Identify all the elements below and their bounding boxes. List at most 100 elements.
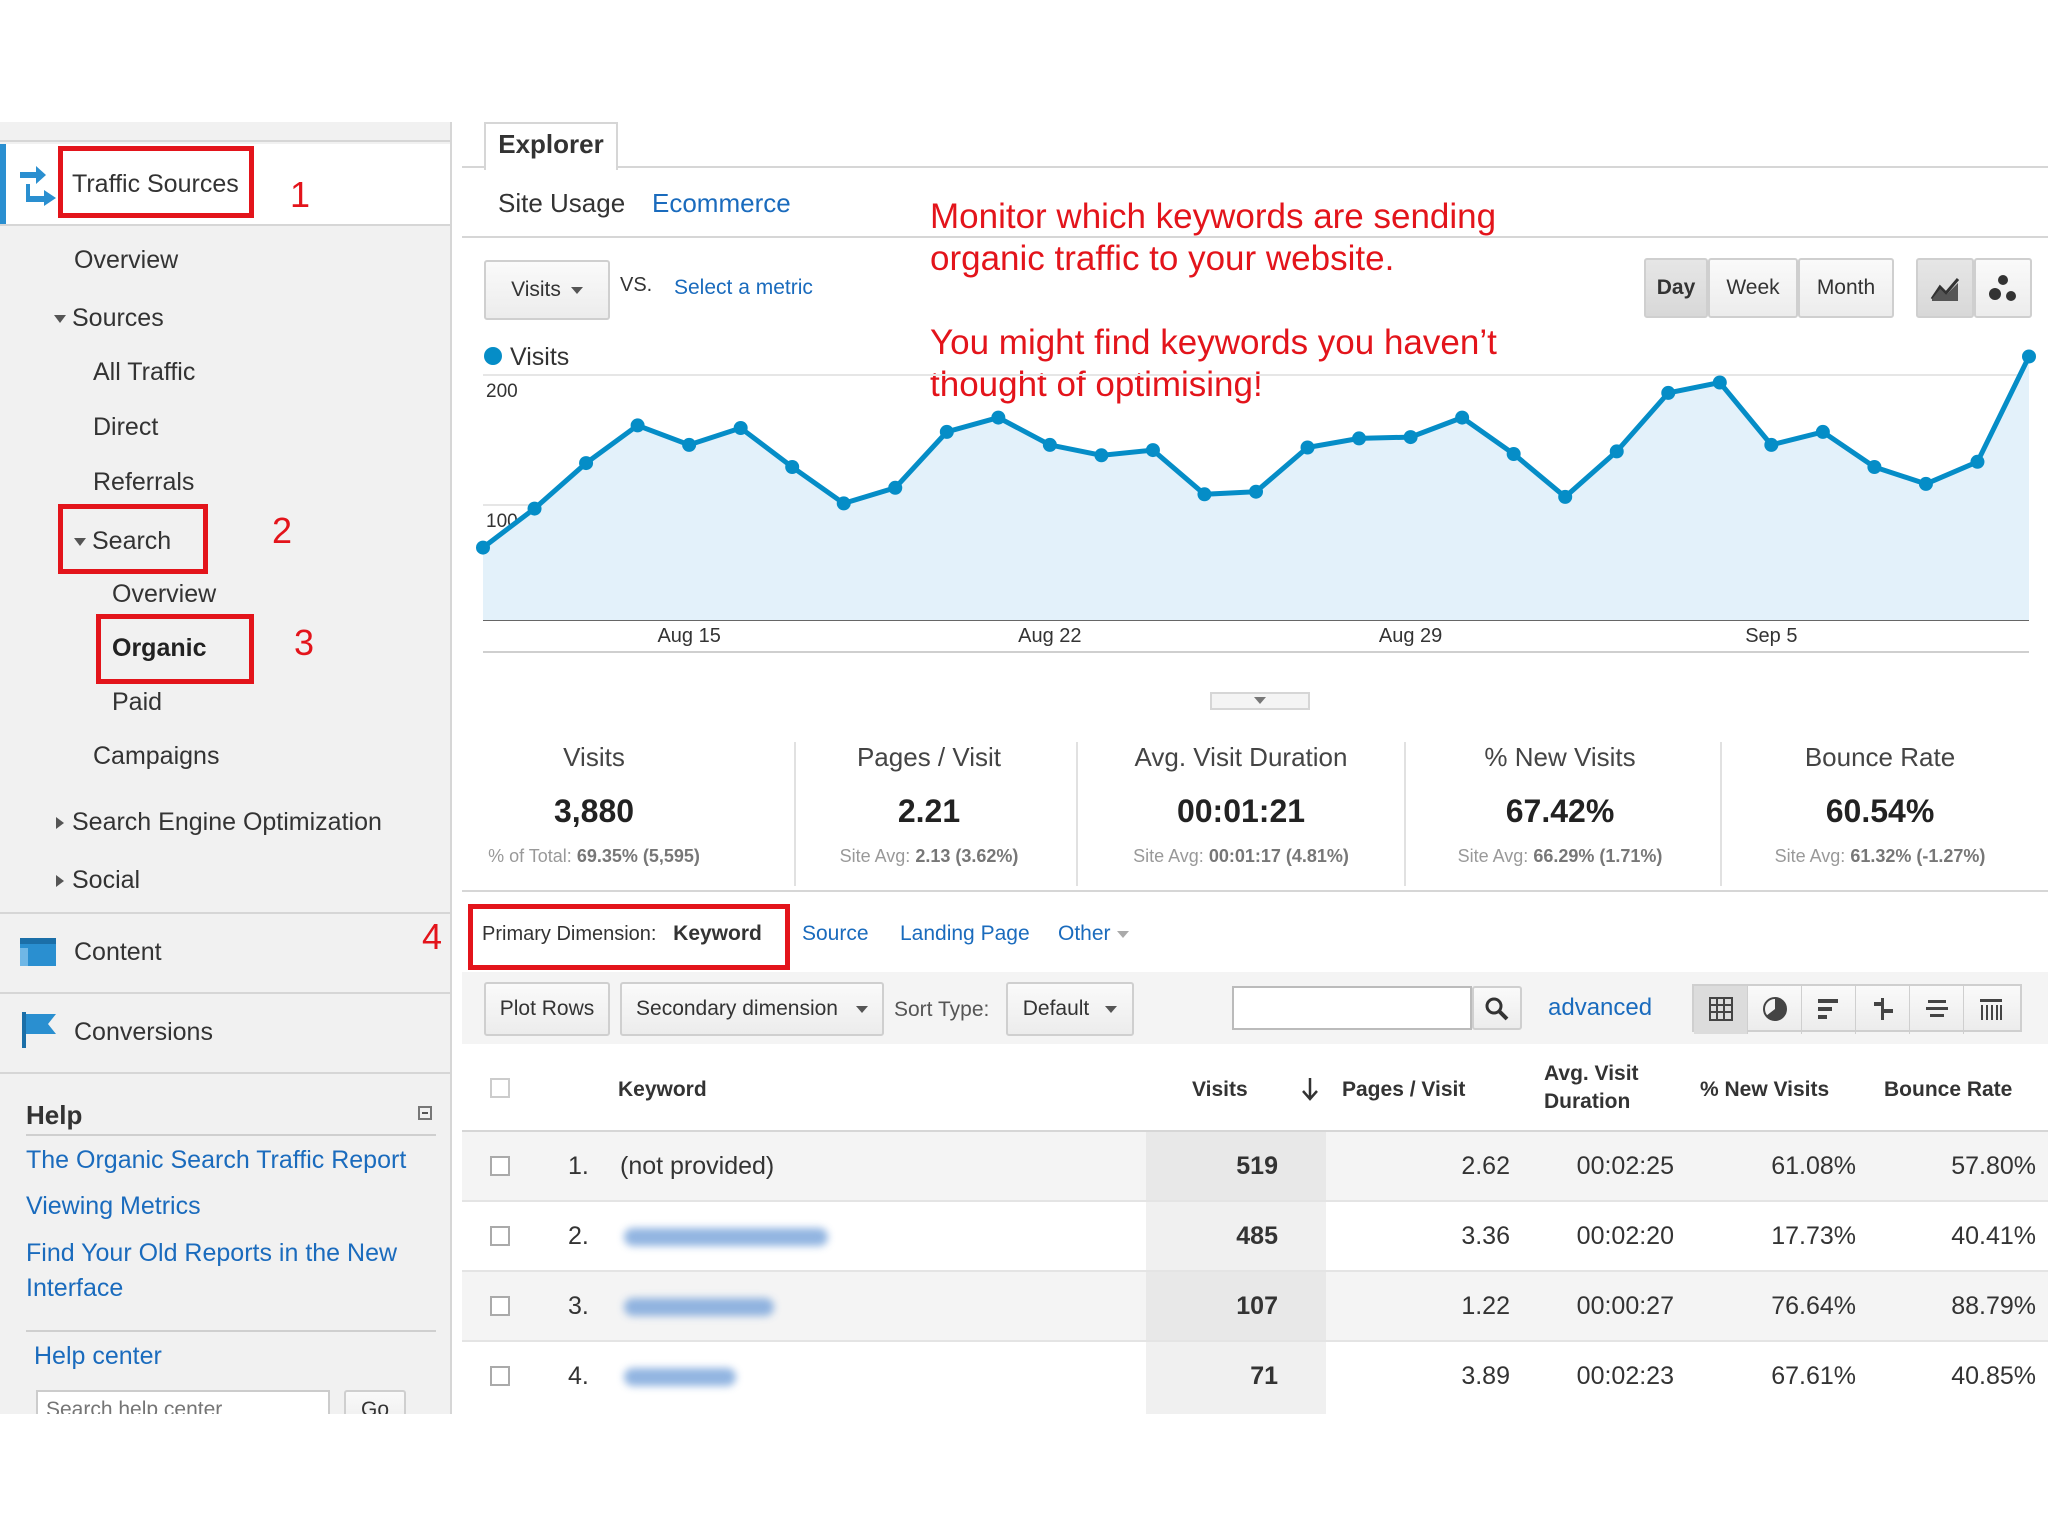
motion-chart-button[interactable] — [1974, 258, 2032, 318]
data-point[interactable] — [1506, 447, 1521, 461]
data-point[interactable] — [527, 501, 542, 516]
data-point[interactable] — [1455, 410, 1470, 425]
sidebar-item-conversions[interactable]: Conversions — [74, 1018, 213, 1046]
dimension-landing-page[interactable]: Landing Page — [900, 922, 1030, 945]
tab-explorer[interactable]: Explorer — [484, 122, 618, 170]
data-point[interactable] — [1867, 460, 1882, 474]
go-button[interactable]: Go — [344, 1390, 406, 1414]
pivot-view-button[interactable] — [1964, 986, 2018, 1034]
dimension-other[interactable]: Other — [1058, 922, 1129, 946]
table-row[interactable]: 4. 71 3.89 00:02:23 67.61% 40.85% — [462, 1342, 2048, 1414]
sidebar-item-direct[interactable]: Direct — [93, 413, 159, 441]
data-point[interactable] — [1764, 437, 1779, 452]
traffic-sources-label[interactable]: Traffic Sources — [72, 170, 239, 198]
secondary-dimension-select[interactable]: Secondary dimension — [620, 982, 884, 1036]
data-point[interactable] — [1300, 440, 1315, 455]
sidebar-item-overview[interactable]: Overview — [74, 246, 179, 274]
sidebar-item-paid[interactable]: Paid — [112, 688, 163, 716]
metric-select[interactable]: Visits — [484, 260, 610, 320]
row-checkbox[interactable] — [490, 1296, 510, 1316]
chart-resize-handle[interactable] — [1210, 692, 1310, 710]
sidebar-item-social[interactable]: Social — [56, 866, 140, 895]
sidebar-item-seo[interactable]: Search Engine Optimization — [56, 808, 382, 837]
sidebar-item-search-overview[interactable]: Overview — [112, 580, 217, 608]
bar-view-button[interactable] — [1802, 986, 1856, 1034]
select-all-checkbox[interactable] — [490, 1078, 510, 1098]
sidebar-item-all-traffic[interactable]: All Traffic — [93, 358, 196, 386]
search-button[interactable] — [1472, 986, 1522, 1030]
data-point[interactable] — [939, 424, 954, 439]
traffic-sources-section[interactable] — [0, 144, 450, 224]
column-header-duration[interactable]: Avg. Visit Duration — [1544, 1062, 1639, 1114]
data-point[interactable] — [1918, 476, 1933, 491]
data-point[interactable] — [1403, 430, 1418, 445]
data-point[interactable] — [1197, 487, 1212, 502]
data-point[interactable] — [682, 437, 697, 452]
plot-rows-button[interactable]: Plot Rows — [484, 982, 610, 1036]
data-point[interactable] — [1661, 385, 1676, 400]
column-header-keyword[interactable]: Keyword — [618, 1078, 707, 1101]
data-point[interactable] — [733, 421, 748, 435]
data-point[interactable] — [1712, 375, 1727, 390]
collapse-icon[interactable] — [418, 1106, 432, 1120]
data-point[interactable] — [1145, 443, 1160, 458]
table-row[interactable]: 2. 485 3.36 00:02:20 17.73% 40.41% — [462, 1202, 2048, 1270]
help-search-input[interactable] — [36, 1390, 330, 1414]
row-checkbox[interactable] — [490, 1366, 510, 1386]
period-day-button[interactable]: Day — [1644, 258, 1708, 318]
period-week-button[interactable]: Week — [1708, 258, 1798, 318]
dimension-keyword[interactable]: Keyword — [673, 922, 762, 945]
help-link-old-reports[interactable]: Find Your Old Reports in the New — [26, 1239, 398, 1267]
help-link-old-reports-cont[interactable]: Interface — [26, 1274, 124, 1302]
data-point[interactable] — [1352, 431, 1367, 446]
sidebar-item-organic[interactable]: Organic — [112, 634, 207, 662]
sidebar-item-search[interactable]: Search — [74, 527, 171, 556]
table-row[interactable]: 3. 107 1.22 00:00:27 76.64% 88.79% — [462, 1272, 2048, 1340]
sidebar-item-content[interactable]: Content — [74, 938, 162, 966]
advanced-link[interactable]: advanced — [1548, 994, 1653, 1021]
help-link-organic-report[interactable]: The Organic Search Traffic Report — [26, 1146, 407, 1174]
comparison-view-button[interactable] — [1856, 986, 1910, 1034]
data-point[interactable] — [1249, 484, 1263, 499]
data-point[interactable] — [785, 460, 800, 474]
subtab-site-usage[interactable]: Site Usage — [498, 188, 626, 218]
data-point[interactable] — [2022, 349, 2036, 364]
pie-view-button[interactable] — [1748, 986, 1802, 1034]
data-point[interactable] — [1970, 454, 1985, 469]
subtab-ecommerce[interactable]: Ecommerce — [652, 188, 791, 218]
table-view-button[interactable] — [1694, 986, 1748, 1034]
keyword-link[interactable]: (not provided) — [620, 1152, 775, 1180]
column-header-new-visits[interactable]: % New Visits — [1700, 1078, 1830, 1101]
column-header-visits[interactable]: Visits — [1192, 1078, 1248, 1101]
data-point[interactable] — [630, 418, 645, 433]
table-search-input[interactable] — [1232, 986, 1472, 1030]
data-point[interactable] — [476, 540, 490, 555]
sidebar-item-referrals[interactable]: Referrals — [93, 468, 195, 496]
row-checkbox[interactable] — [490, 1226, 510, 1246]
data-point[interactable] — [1558, 489, 1573, 504]
data-point[interactable] — [991, 410, 1006, 425]
data-point[interactable] — [1609, 444, 1624, 459]
help-link-viewing-metrics[interactable]: Viewing Metrics — [26, 1192, 201, 1220]
row-checkbox[interactable] — [490, 1156, 510, 1176]
dimension-source[interactable]: Source — [802, 922, 869, 945]
sidebar-item-sources[interactable]: Sources — [54, 304, 164, 333]
data-point[interactable] — [888, 480, 903, 495]
line-chart-button[interactable] — [1916, 258, 1974, 318]
sort-type-select[interactable]: Default — [1006, 982, 1134, 1036]
sidebar-item-campaigns[interactable]: Campaigns — [93, 742, 220, 770]
table-row[interactable]: 1. (not provided) 519 2.62 00:02:25 61.0… — [462, 1132, 2048, 1200]
column-header-bounce-rate[interactable]: Bounce Rate — [1884, 1078, 2013, 1101]
column-header-pages-visit[interactable]: Pages / Visit — [1342, 1078, 1466, 1101]
data-point[interactable] — [836, 496, 851, 511]
redacted-keyword[interactable] — [624, 1298, 774, 1316]
data-point[interactable] — [1042, 437, 1057, 452]
help-center-link[interactable]: Help center — [34, 1342, 162, 1370]
period-month-button[interactable]: Month — [1798, 258, 1894, 318]
term-cloud-view-button[interactable] — [1910, 986, 1964, 1034]
data-point[interactable] — [579, 456, 594, 471]
data-point[interactable] — [1094, 448, 1109, 463]
redacted-keyword[interactable] — [624, 1368, 736, 1386]
redacted-keyword[interactable] — [624, 1228, 828, 1246]
data-point[interactable] — [1815, 424, 1830, 439]
